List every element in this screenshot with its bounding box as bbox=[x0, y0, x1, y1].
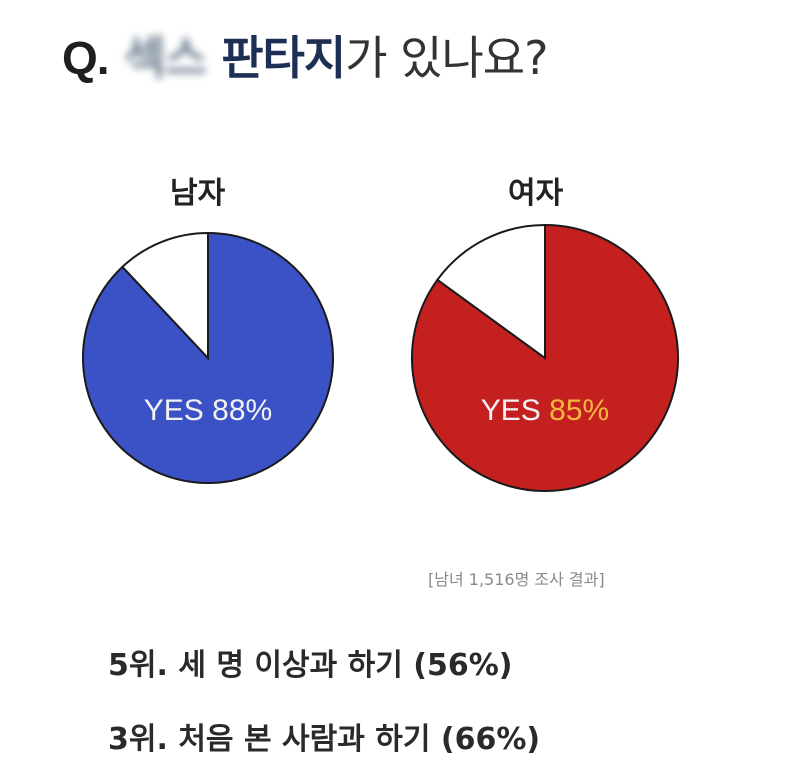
pie-title-male: 남자 bbox=[170, 176, 226, 211]
pie-title-female: 여자 bbox=[508, 176, 564, 211]
pie-1-data-label: YES 85% bbox=[481, 394, 609, 427]
title-highlight: 판타지 bbox=[221, 31, 346, 85]
pie-1-slice-1 bbox=[436, 223, 546, 360]
title-rest: 가 있나요? bbox=[345, 31, 548, 85]
title-blurred-word: 섹스 bbox=[123, 31, 208, 85]
ranking-item: 5위. 세 명 이상과 하기 (56%) bbox=[108, 648, 513, 683]
pie-0-slice-0 bbox=[82, 231, 334, 484]
pie-0-slice-1 bbox=[121, 231, 209, 361]
pie-0-data-label: YES 88% bbox=[144, 394, 272, 427]
survey-note: [남녀 1,516명 조사 결과] bbox=[428, 570, 605, 589]
question-title: Q. 섹스 판타지가 있나요? bbox=[62, 22, 549, 88]
title-prefix: Q. bbox=[62, 32, 110, 84]
ranking-item: 3위. 처음 본 사람과 하기 (66%) bbox=[108, 722, 541, 757]
